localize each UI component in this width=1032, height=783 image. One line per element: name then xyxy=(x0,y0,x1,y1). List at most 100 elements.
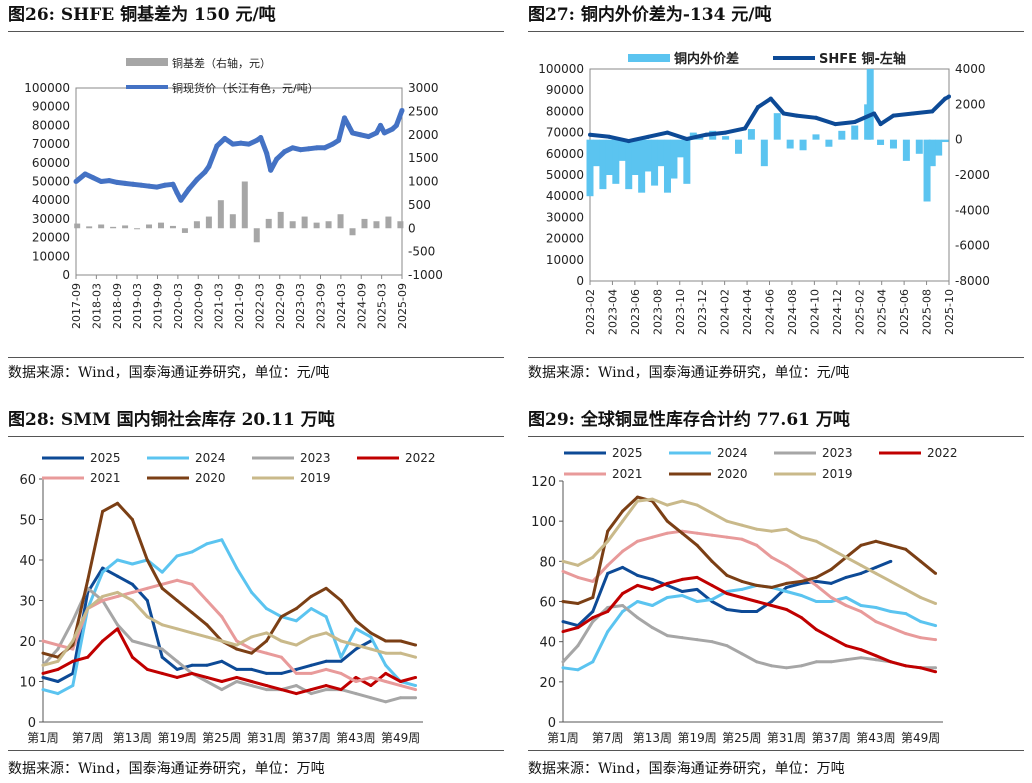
title-rule xyxy=(8,436,504,437)
series-point-2023 xyxy=(175,659,179,663)
basis-bar xyxy=(825,139,833,147)
series-point-2019 xyxy=(399,651,403,655)
series-point-2024 xyxy=(710,597,714,601)
series-point-2020 xyxy=(324,586,328,590)
series-point-2023 xyxy=(755,660,759,664)
series-point-2019 xyxy=(116,590,120,594)
price-line xyxy=(74,109,405,203)
basis-bar xyxy=(676,139,684,158)
y-left-tick-label: 20000 xyxy=(32,231,70,245)
series-point-2024 xyxy=(160,570,164,574)
y-left-tick-label: 0 xyxy=(62,268,70,282)
x-tick-label: 2024-09 xyxy=(355,283,368,329)
series-point-2023 xyxy=(591,620,595,624)
basis-bar xyxy=(838,130,846,140)
series-point-2021 xyxy=(399,684,403,688)
series-point-2025 xyxy=(101,566,105,570)
series-point-2025 xyxy=(324,659,328,663)
price-point xyxy=(98,179,104,184)
series-point-2022 xyxy=(934,670,938,674)
series-point-2024 xyxy=(695,600,699,603)
basis-bar xyxy=(625,139,633,190)
series-point-2021 xyxy=(621,549,625,553)
x-tick-label: 第43周 xyxy=(336,731,375,745)
series-point-2020 xyxy=(250,651,254,655)
x-tick-label: 2023-04 xyxy=(606,289,619,335)
series-point-2021 xyxy=(755,543,759,547)
series-point-2019 xyxy=(309,635,313,639)
series-point-2024 xyxy=(41,688,45,692)
series-point-2022 xyxy=(606,610,610,614)
x-tick-label: 第25周 xyxy=(202,731,241,745)
price-point xyxy=(214,143,220,149)
basis-bar xyxy=(605,139,613,175)
series-point-2024 xyxy=(175,554,179,558)
series-point-2024 xyxy=(844,595,848,599)
series-point-2024 xyxy=(205,542,209,546)
x-tick-label: 第37周 xyxy=(292,731,331,745)
x-tick-label: 第13周 xyxy=(633,731,672,745)
series-point-2022 xyxy=(591,616,595,620)
series-point-2023 xyxy=(636,616,640,620)
price-point xyxy=(742,126,747,131)
series-line-2020 xyxy=(562,495,937,605)
y-tick-label: 100 xyxy=(531,515,556,530)
x-tick-label: 2025-08 xyxy=(921,289,934,335)
series-point-2025 xyxy=(265,671,269,675)
series-point-2024 xyxy=(919,620,923,624)
basis-bar xyxy=(229,214,236,229)
x-tick-label: 2025-04 xyxy=(876,289,889,335)
series-point-2025 xyxy=(160,655,164,659)
x-tick-label: 第13周 xyxy=(113,731,152,745)
legend-label: 铜内外价差 xyxy=(673,51,739,67)
price-point xyxy=(646,134,651,139)
series-point-2022 xyxy=(799,616,803,620)
x-tick-label: 2025-09 xyxy=(396,283,409,329)
x-tick-label: 2020-09 xyxy=(192,283,205,329)
series-point-2019 xyxy=(725,519,729,523)
series-point-2023 xyxy=(665,634,669,638)
x-tick-label: 2024-12 xyxy=(831,289,844,335)
basis-bar xyxy=(86,226,93,229)
series-point-2024 xyxy=(874,606,878,610)
y-right-tick-label: -6000 xyxy=(955,239,990,253)
series-point-2019 xyxy=(86,607,90,611)
y-left-tick-label: 60000 xyxy=(546,147,584,161)
series-point-2023 xyxy=(56,647,60,651)
data-source: 数据来源：Wind，国泰海通证券研究，单位：元/吨 xyxy=(8,365,330,381)
series-point-2021 xyxy=(324,667,328,671)
series-point-2022 xyxy=(56,667,60,671)
legend-label: 2021 xyxy=(612,467,643,481)
price-point xyxy=(186,186,192,192)
y-tick-label: 20 xyxy=(19,635,36,650)
price-point xyxy=(943,96,948,101)
price-point xyxy=(755,105,760,110)
series-point-2020 xyxy=(919,559,923,563)
series-point-2020 xyxy=(561,600,565,603)
legend-label: 2023 xyxy=(822,446,853,460)
price-point xyxy=(170,181,176,187)
basis-bar xyxy=(889,139,897,149)
series-point-2021 xyxy=(785,563,789,567)
basis-bar xyxy=(760,139,768,167)
y-left-tick-label: 70000 xyxy=(32,137,70,151)
series-point-2020 xyxy=(399,639,403,643)
series-point-2020 xyxy=(725,573,729,577)
x-tick-label: 2025-06 xyxy=(898,289,911,335)
series-point-2025 xyxy=(695,587,699,591)
price-point xyxy=(194,177,200,183)
series-point-2019 xyxy=(220,639,224,643)
series-point-2023 xyxy=(220,688,224,692)
series-point-2020 xyxy=(814,575,818,579)
basis-bar xyxy=(181,228,188,233)
price-point xyxy=(872,111,877,116)
series-point-2024 xyxy=(576,668,580,672)
series-point-2021 xyxy=(859,610,863,614)
series-point-2025 xyxy=(205,663,209,667)
series-point-2025 xyxy=(740,610,744,614)
y-tick-label: 60 xyxy=(539,596,556,611)
price-point xyxy=(138,182,144,188)
series-point-2021 xyxy=(636,539,640,543)
legend-label: 2020 xyxy=(717,467,748,481)
series-point-2020 xyxy=(665,519,669,523)
